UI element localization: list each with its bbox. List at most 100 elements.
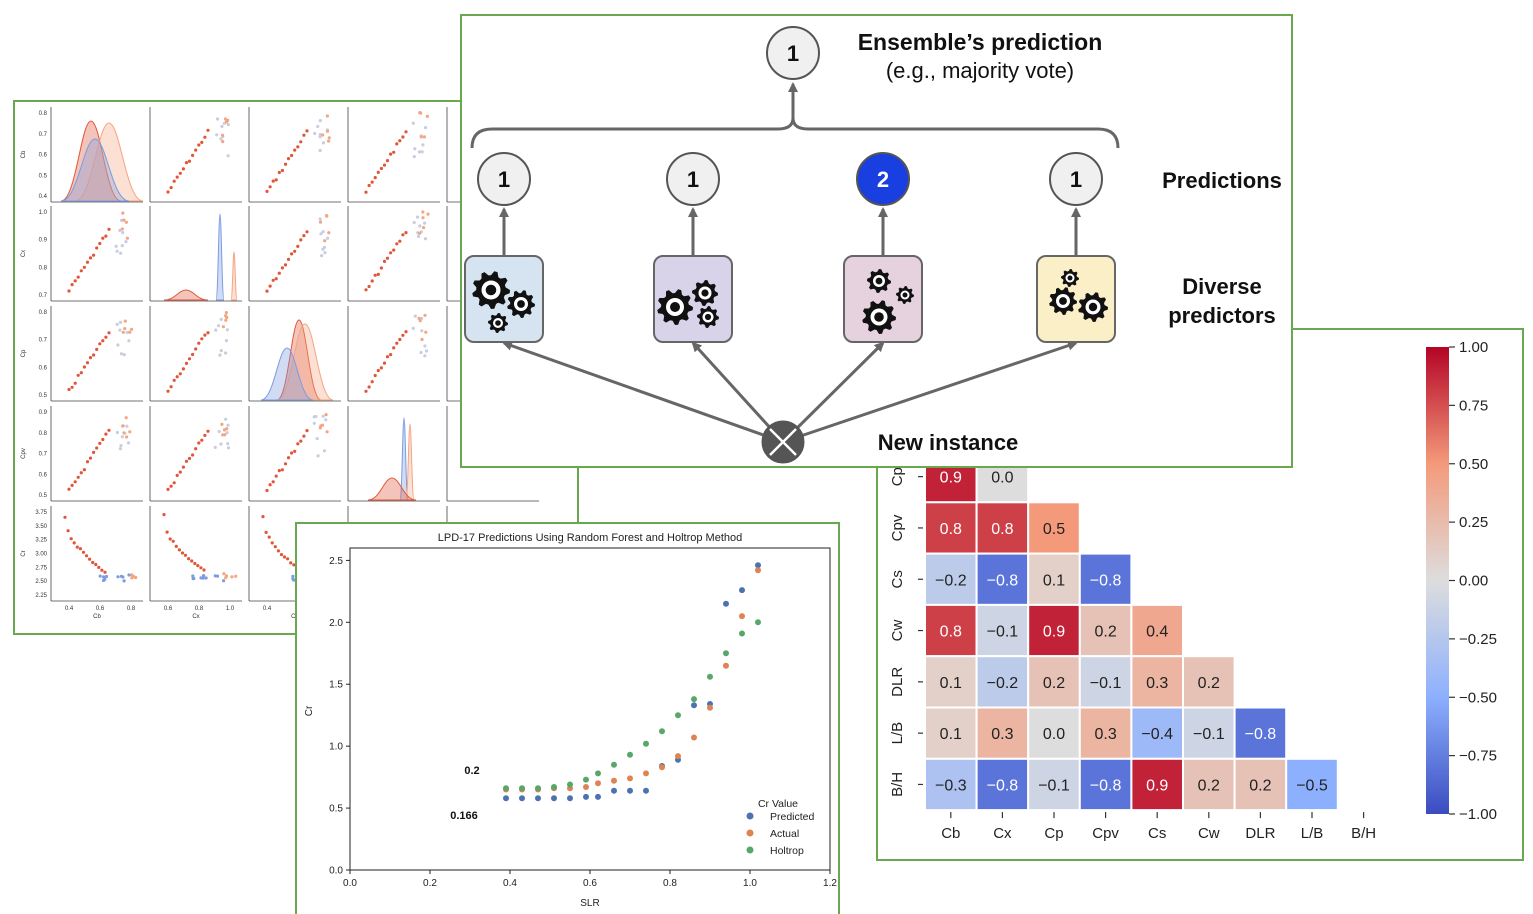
pair-point [83,468,86,471]
heatmap-cell-value: 0.9 [1146,777,1168,794]
colorbar-tick-label: −0.75 [1459,748,1497,765]
pair-point [221,140,224,143]
pair-y-tick: 0.6 [39,153,48,159]
pair-point [123,353,126,356]
heatmap-cell-value: −0.2 [935,572,967,589]
gear-hub [903,293,908,298]
pair-point [416,216,419,219]
heatmap-cell-value: 0.9 [940,470,962,487]
pair-point [67,388,70,391]
pair-point [401,334,404,337]
pair-point [217,324,220,327]
heatmap-cell-value: −0.4 [1141,726,1173,743]
pair-point [371,181,374,184]
pair-point [80,371,83,374]
pair-point [125,435,128,438]
pair-point [181,551,184,554]
pair-y-tick: 3.75 [35,510,47,516]
pair-point [214,329,217,332]
colorbar [1426,347,1449,814]
row-label-Cpv: Cpv [889,514,906,541]
pair-point [200,439,203,442]
colorbar-tick-label: −0.50 [1459,689,1497,706]
pair-point [413,147,416,150]
heatmap-cell-value: 0.1 [940,675,962,692]
point-predicted-0 [503,795,509,801]
pair-point [223,428,226,431]
pair-point [121,244,124,247]
pair-point [175,545,178,548]
pair-point [121,212,124,215]
pair-point [413,221,416,224]
pair-point [426,213,429,216]
pair-point [368,184,371,187]
prediction-value-2: 1 [687,167,699,192]
pair-point [320,254,323,257]
col-label-L/B: L/B [1301,825,1324,842]
pair-point [115,245,118,248]
pair-point [423,135,426,138]
pair-point [122,431,125,434]
point-holtrop-2 [535,785,541,791]
pair-point [200,141,203,144]
pair-point [119,447,122,450]
point-predicted-4 [567,795,573,801]
pair-x-tick: 1.0 [226,606,235,612]
pair-point [265,190,268,193]
prediction-value-1: 1 [498,167,510,192]
pair-point [421,150,424,153]
pair-point [85,554,88,557]
pair-point [71,283,74,286]
pair-point [227,123,230,126]
pair-point [224,319,227,322]
pair-point [296,245,299,248]
pair-point [182,466,185,469]
pair-point [70,537,73,540]
heatmap-cell-value: 0.5 [1043,521,1065,538]
pair-point [296,442,299,445]
pair-point [74,382,77,385]
heatmap-cell-value: −0.8 [1090,777,1122,794]
pair-y-tick: 3.25 [35,538,47,544]
pair-point [196,564,199,567]
pair-point [374,374,377,377]
pair-point [328,136,331,139]
pair-row-label: Cb [21,150,27,158]
pair-point [278,171,281,174]
pair-point [95,246,98,249]
pair-point [272,180,275,183]
pair-kde [216,214,224,300]
pair-point [224,351,227,354]
pair-point [101,438,104,441]
heatmap-cell-value: 0.2 [1249,777,1271,794]
pair-point [116,575,119,578]
heatmap-cell-value: −0.1 [987,624,1019,641]
pair-point [286,557,289,560]
pair-x-tick: 0.4 [65,606,74,612]
x-tick-label-0.4: 0.4 [503,878,517,889]
pair-point [302,435,305,438]
pair-x-tick: 0.4 [263,606,272,612]
point-actual-11 [675,753,681,759]
pair-point [398,338,401,341]
pair-point [214,446,217,449]
pair-point [323,449,326,452]
pair-point [166,488,169,491]
pair-point [73,541,76,544]
pair-point [319,221,322,224]
pair-point [230,575,233,578]
pair-point [123,579,126,582]
pair-point [271,541,274,544]
pair-point [275,178,278,181]
pair-point [188,457,191,460]
ensemble-diagram: Ensemble’s prediction (e.g., majority vo… [462,16,1291,466]
point-actual-16 [755,567,761,573]
pair-point [316,125,319,128]
pair-point [79,547,82,550]
pair-point [414,315,417,318]
pair-point [124,240,127,243]
pair-point [324,418,327,421]
pair-point [222,579,225,582]
pair-point [190,559,193,562]
pair-point [197,143,200,146]
